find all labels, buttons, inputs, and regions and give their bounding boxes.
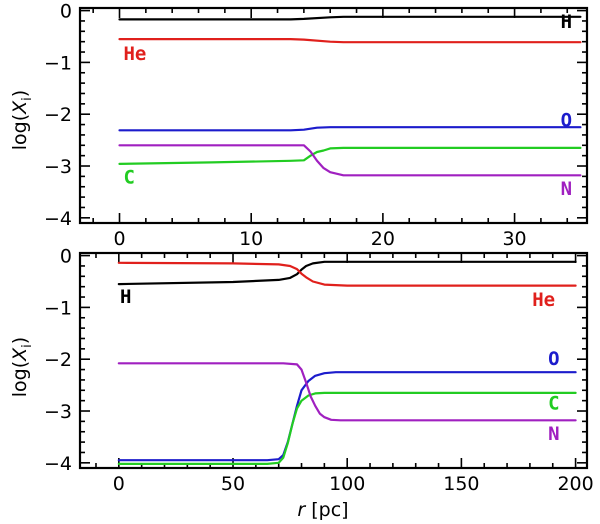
bottom-panel-series-labels: H He O CN <box>120 286 560 445</box>
bottom-series-c <box>117 391 577 465</box>
bottom-xtick-label: 0 <box>113 473 125 495</box>
top-xtick-label: 0 <box>113 228 125 250</box>
bottom-ytick-label: −3 <box>44 401 72 423</box>
bottom-ytick-label: 0 <box>60 246 72 268</box>
top-series-c <box>118 146 582 165</box>
top-panel-frame <box>78 6 589 225</box>
bottom-panel-series <box>117 260 577 465</box>
bottom-series-o <box>117 371 577 462</box>
top-label-o: O <box>561 109 572 131</box>
bottom-xtick-label: 100 <box>329 473 365 495</box>
top-ytick-label: −1 <box>44 52 72 74</box>
top-series-h <box>118 15 582 21</box>
bottom-label-n: N <box>548 423 559 445</box>
top-series-n <box>118 144 582 177</box>
top-ytick-label: −2 <box>44 104 72 126</box>
top-ytick-label: −3 <box>44 156 72 178</box>
top-panel: 0 10 20 30 0 −1 −2 −3 −4 H He O C N log(Xi) <box>9 1 589 250</box>
bottom-xtick-label: 150 <box>443 473 479 495</box>
bottom-label-h: H <box>120 286 131 308</box>
top-panel-ylabel: log(Xi) <box>9 90 35 150</box>
top-xtick-label: 30 <box>502 228 526 250</box>
bottom-panel-ylabel: log(Xi) <box>9 337 35 397</box>
bottom-panel: 0 50 100 150 200 0 −1 −2 −3 −4 H He O CN log(Xi) <box>9 246 594 495</box>
bottom-panel-tick-labels: 0 50 100 150 200 0 −1 −2 −3 −4 <box>44 246 594 495</box>
top-label-h: H <box>561 11 572 33</box>
bottom-panel-frame <box>78 251 589 470</box>
bottom-label-c: C <box>548 393 559 415</box>
bottom-xtick-label: 200 <box>557 473 593 495</box>
top-label-he: He <box>123 43 146 65</box>
top-panel-ticks <box>80 8 587 223</box>
top-panel-tick-labels: 0 10 20 30 0 −1 −2 −3 −4 <box>44 1 527 250</box>
bottom-series-he <box>117 261 577 287</box>
bottom-label-he: He <box>532 289 555 311</box>
top-xtick-label: 10 <box>239 228 263 250</box>
bottom-series-n <box>117 362 577 422</box>
top-xtick-label: 20 <box>371 228 395 250</box>
top-label-c: C <box>123 166 134 188</box>
bottom-series-h <box>117 260 577 286</box>
bottom-ytick-label: −4 <box>44 453 72 475</box>
top-label-n: N <box>561 178 572 200</box>
bottom-ytick-label: −2 <box>44 349 72 371</box>
top-panel-series <box>118 15 582 177</box>
top-panel-series-labels: H He O C N <box>123 11 572 200</box>
top-series-he <box>118 37 582 44</box>
bottom-label-o: O <box>548 348 559 370</box>
top-ytick-label: 0 <box>60 1 72 23</box>
bottom-ytick-label: −1 <box>44 297 72 319</box>
top-series-o <box>118 126 582 132</box>
x-axis-label: r [pc] <box>297 499 348 521</box>
top-ytick-label: −4 <box>44 208 72 230</box>
bottom-xtick-label: 50 <box>221 473 245 495</box>
